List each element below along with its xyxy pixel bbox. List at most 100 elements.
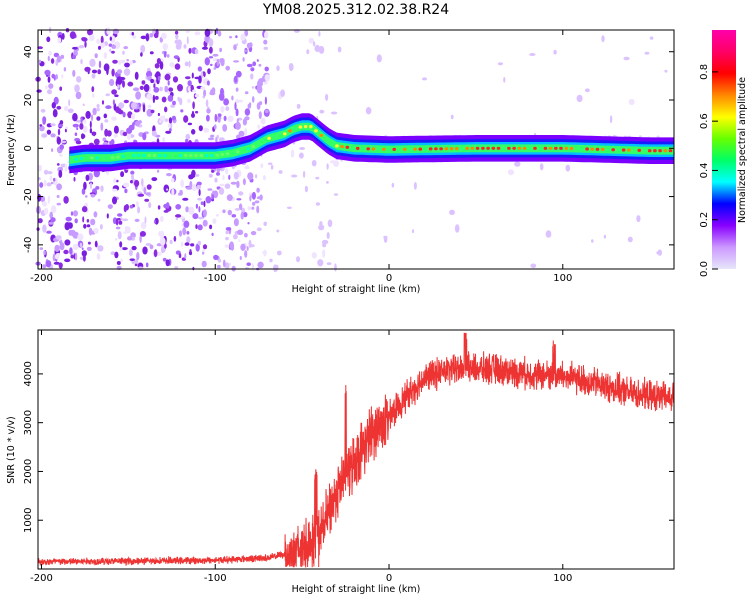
noise-cell [108, 43, 113, 47]
noise-cell [36, 89, 42, 93]
ridge-peak [663, 149, 668, 153]
colorbar-scale [712, 30, 736, 269]
noise-cell [192, 213, 199, 220]
noise-cell [225, 262, 230, 270]
noise-cell [636, 215, 641, 223]
noise-cell [211, 232, 214, 237]
noise-cell [256, 227, 262, 232]
noise-cell [275, 264, 279, 271]
ridge-peak [157, 153, 162, 158]
noise-cell [280, 89, 285, 97]
ridge-band [69, 122, 675, 164]
noise-cell [123, 205, 127, 213]
noise-cell [312, 41, 316, 47]
noise-cell [170, 104, 176, 108]
noise-cell [233, 171, 239, 180]
noise-cell [134, 71, 139, 80]
noise-cell [209, 46, 213, 54]
noise-cell [185, 138, 189, 143]
noise-cell [93, 138, 100, 145]
noise-cell [330, 111, 338, 115]
noise-cell [56, 195, 60, 198]
noise-cell [68, 229, 73, 236]
x-tick-label: -100 [204, 273, 227, 284]
noise-cell [153, 32, 159, 39]
noise-cell [124, 62, 130, 68]
ridge-peak [267, 136, 271, 140]
noise-cell [191, 184, 197, 192]
noise-cell [42, 264, 47, 269]
noise-cell [146, 184, 152, 190]
noise-cell [123, 182, 130, 188]
noise-cell [217, 30, 222, 37]
ridge-peak [455, 147, 459, 151]
noise-cell [263, 221, 268, 226]
noise-cell [142, 104, 146, 113]
noise-cell [132, 35, 137, 39]
ridge-peak [309, 125, 313, 129]
noise-cell [117, 213, 123, 217]
x-tick-label: 100 [553, 273, 572, 284]
noise-cell [90, 114, 94, 122]
noise-cell [197, 197, 202, 201]
ridge-peak [564, 146, 569, 150]
ridge-peak [340, 145, 344, 149]
noise-cell [109, 78, 115, 87]
noise-cell [185, 30, 190, 33]
noise-cell [187, 98, 191, 104]
noise-cell [196, 181, 202, 186]
noise-cell [60, 140, 67, 144]
noise-cell [255, 174, 258, 179]
noise-cell [100, 35, 104, 45]
noise-cell [376, 54, 382, 63]
noise-cell [72, 231, 79, 239]
noise-cell [69, 247, 73, 255]
noise-cell [59, 144, 64, 150]
noise-cell [111, 44, 116, 49]
colorbar-tick-label: 0.8 [699, 64, 710, 80]
noise-cell [664, 69, 668, 73]
noise-cell [235, 108, 239, 117]
ridge-peak [183, 153, 188, 158]
noise-cell [112, 196, 117, 205]
noise-cell [306, 49, 310, 55]
noise-cell [89, 120, 92, 129]
noise-cell [39, 182, 44, 188]
noise-cell [189, 180, 193, 189]
noise-cell [160, 215, 164, 222]
noise-cell [175, 214, 182, 218]
noise-cell [113, 178, 117, 184]
noise-cell [159, 237, 166, 246]
noise-cell [81, 188, 86, 195]
noise-cell [173, 55, 180, 59]
noise-cell [97, 245, 104, 252]
noise-cell [163, 203, 169, 209]
noise-cell [236, 198, 242, 201]
noise-cell [113, 125, 119, 134]
noise-cell [330, 160, 336, 164]
noise-cell [46, 129, 52, 135]
noise-cell [227, 209, 232, 216]
ridge-peak [585, 147, 589, 151]
noise-cell [257, 261, 264, 269]
noise-cell [258, 111, 262, 119]
noise-cell [87, 29, 93, 36]
ridge-peak [548, 146, 553, 150]
noise-cell [39, 247, 44, 250]
noise-cell [195, 224, 198, 230]
noise-cell [243, 212, 248, 218]
colorbar-tick-label: 0.2 [699, 212, 710, 228]
noise-cell [72, 123, 79, 128]
noise-cell [164, 243, 167, 249]
noise-cell [257, 79, 263, 88]
noise-cell [183, 220, 190, 228]
noise-cell [205, 196, 212, 204]
noise-cell [317, 259, 324, 267]
noise-cell [96, 253, 101, 260]
ridge-peak [116, 155, 120, 159]
noise-cell [149, 33, 154, 38]
noise-cell [127, 236, 133, 241]
noise-cell [184, 253, 187, 260]
noise-cell [87, 241, 91, 245]
noise-cell [132, 87, 140, 92]
